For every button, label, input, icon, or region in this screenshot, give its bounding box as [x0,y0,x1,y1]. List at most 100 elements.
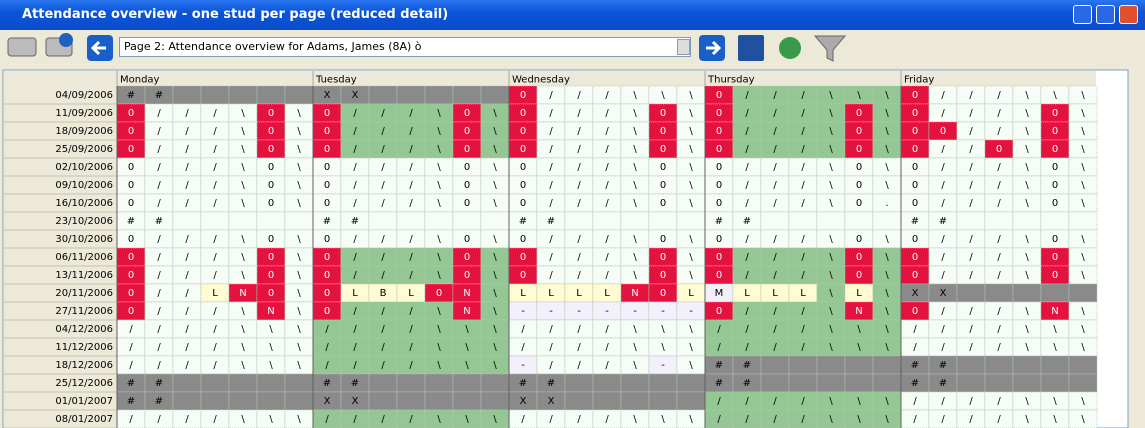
cell-text: \ [297,288,301,299]
cell-text: . [885,198,888,209]
maximize-button[interactable] [1096,5,1115,24]
cell-text: / [213,234,217,245]
cell [844,211,874,231]
print-icon[interactable] [7,37,37,57]
page-select[interactable]: Page 2: Attendance overview for Adams, J… [119,37,691,57]
email-icon[interactable] [779,37,801,59]
cell-text: / [997,342,1001,353]
cell-text: / [997,180,1001,191]
row-date: 04/09/2006 [55,90,113,101]
cell [676,391,706,411]
cell [396,391,426,411]
cell-text: \ [829,252,833,263]
cell-text: X [352,396,359,407]
cell-text: / [801,324,805,335]
cell-text: \ [465,324,469,335]
cell-text: \ [885,414,889,425]
cell [480,85,510,105]
cell-text: N [631,288,638,299]
cell-text: / [605,252,609,263]
cell-text: / [969,342,973,353]
cell-text: \ [885,144,889,155]
cell-text: 0 [268,234,274,245]
row-date: 04/12/2006 [55,324,113,335]
cell-text: / [185,126,189,137]
cell-text: \ [885,396,889,407]
cell-text: \ [689,324,693,335]
cell-text: / [409,324,413,335]
cell-text: / [381,342,385,353]
cell-text: / [801,198,805,209]
row-date: 20/11/2006 [55,288,113,299]
cell [872,211,902,231]
row-date: 13/11/2006 [55,270,113,281]
cell-text: \ [1081,342,1085,353]
cell-text: / [717,342,721,353]
cell-text: \ [297,234,301,245]
cell-text: \ [633,414,637,425]
cell [956,373,986,393]
filter-icon[interactable] [813,35,847,62]
cell-text: / [157,144,161,155]
cell-text: / [185,306,189,317]
cell-text: / [605,360,609,371]
cell-text: / [941,306,945,317]
save-icon[interactable] [738,35,764,61]
cell-text: / [353,342,357,353]
cell-text: / [353,234,357,245]
cell-text: 0 [660,180,666,191]
cell-text: / [353,270,357,281]
cell-text: # [743,216,751,227]
attendance-grid: Monday Tuesday Wednesday Thursday Friday 04/0… [2,69,1129,428]
cell-text: \ [829,198,833,209]
cell-text: / [997,108,1001,119]
cell-text: / [577,126,581,137]
cell-text: L [604,288,610,299]
cell-text: 0 [268,126,274,137]
cell [872,373,902,393]
cell-text: \ [1025,414,1029,425]
minimize-button[interactable] [1073,5,1092,24]
cell-text: - [521,306,525,317]
cell-text: \ [437,414,441,425]
cell-text: # [127,396,135,407]
cell-text: / [185,180,189,191]
cell-text: 0 [1052,126,1058,137]
cell [760,373,790,393]
cell-text: \ [241,270,245,281]
cell-text: / [381,234,385,245]
cell-text: / [941,252,945,263]
cell-text: \ [885,180,889,191]
cell-text: \ [1081,252,1085,263]
cell-text: 0 [1052,252,1058,263]
cell-text: / [577,324,581,335]
cell-text: \ [493,360,497,371]
cell-text: / [213,144,217,155]
cell-text: / [549,180,553,191]
cell-text: 0 [464,108,470,119]
cell-text: / [353,414,357,425]
cell-text: / [997,162,1001,173]
cell-text: 0 [716,144,722,155]
cell-text: \ [493,270,497,281]
cell-text: / [157,270,161,281]
cell-text: 0 [128,162,134,173]
cell-text: \ [633,360,637,371]
cell-text: N [239,288,246,299]
cell-text: / [773,270,777,281]
dropdown-button[interactable] [677,39,690,55]
cell [396,211,426,231]
row-date: 25/09/2006 [55,144,113,155]
cell [284,391,314,411]
cell-text: \ [1025,396,1029,407]
cell-text: / [577,108,581,119]
cell-text: / [325,324,329,335]
cell-text: / [997,306,1001,317]
cell-text: # [715,216,723,227]
cell-text: 0 [128,198,134,209]
cell-text: \ [437,162,441,173]
cell-text: 0 [520,252,526,263]
cell-text: / [409,270,413,281]
cell [368,85,398,105]
close-button[interactable] [1119,5,1138,24]
